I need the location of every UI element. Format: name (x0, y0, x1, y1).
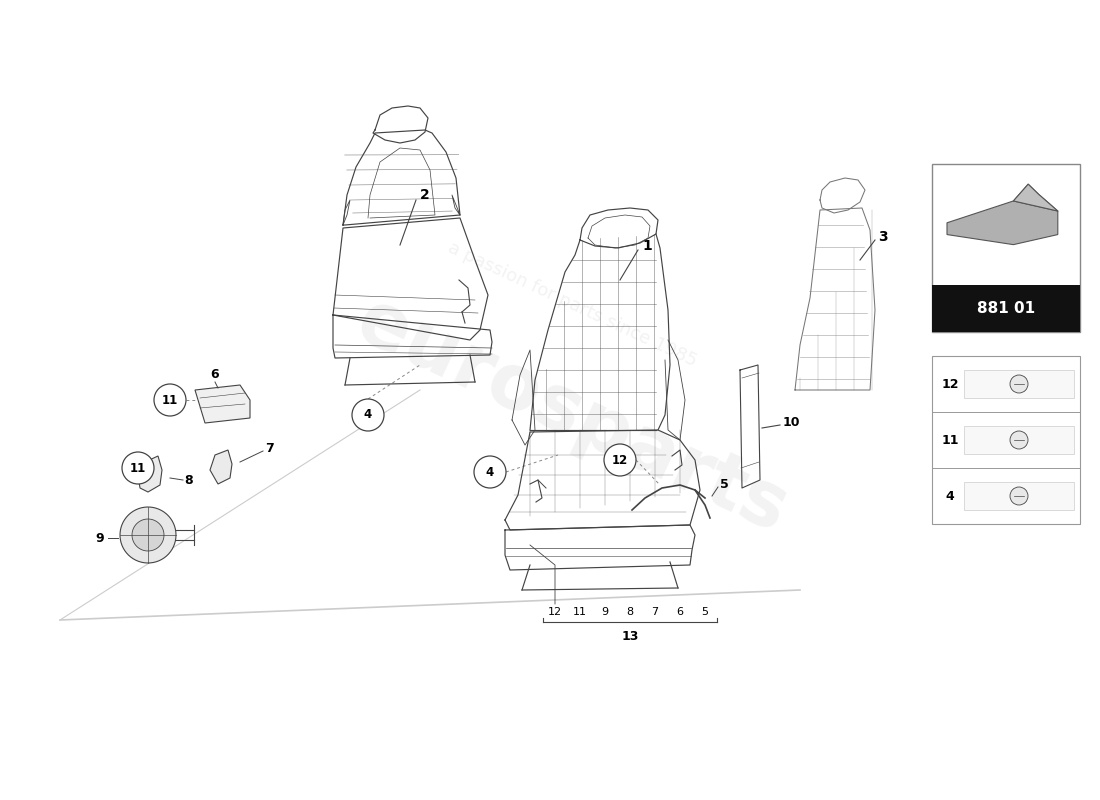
Circle shape (474, 456, 506, 488)
Circle shape (604, 444, 636, 476)
Text: 12: 12 (612, 454, 628, 466)
Text: 6: 6 (211, 369, 219, 382)
Circle shape (1010, 431, 1028, 449)
Text: 13: 13 (621, 630, 639, 642)
Text: 12: 12 (942, 378, 959, 390)
Circle shape (352, 399, 384, 431)
Text: 7: 7 (651, 607, 659, 617)
Text: 4: 4 (486, 466, 494, 478)
Polygon shape (210, 450, 232, 484)
Text: 9: 9 (95, 531, 103, 545)
FancyBboxPatch shape (964, 426, 1074, 454)
Polygon shape (1013, 184, 1058, 211)
Text: 8: 8 (626, 607, 634, 617)
Polygon shape (947, 201, 1058, 245)
Text: eurosparts: eurosparts (344, 284, 800, 548)
Text: 11: 11 (130, 462, 146, 474)
Text: 11: 11 (162, 394, 178, 406)
Text: 2: 2 (420, 188, 430, 202)
Text: 10: 10 (783, 415, 801, 429)
Text: 8: 8 (184, 474, 192, 486)
Text: 5: 5 (720, 478, 728, 491)
FancyBboxPatch shape (964, 482, 1074, 510)
Text: 11: 11 (942, 434, 959, 446)
Text: 12: 12 (548, 607, 562, 617)
Text: 11: 11 (573, 607, 587, 617)
Circle shape (1010, 487, 1028, 505)
FancyBboxPatch shape (964, 370, 1074, 398)
Text: 6: 6 (676, 607, 683, 617)
Text: 4: 4 (364, 409, 372, 422)
FancyBboxPatch shape (932, 356, 1080, 524)
Text: 7: 7 (265, 442, 274, 454)
Circle shape (122, 452, 154, 484)
Circle shape (1010, 375, 1028, 393)
Text: 1: 1 (642, 239, 651, 253)
Text: a passion for parts since 1985: a passion for parts since 1985 (444, 238, 700, 370)
FancyBboxPatch shape (932, 164, 1080, 332)
Polygon shape (195, 385, 250, 423)
Text: 3: 3 (878, 230, 888, 244)
Circle shape (154, 384, 186, 416)
FancyBboxPatch shape (932, 285, 1080, 332)
Text: 881 01: 881 01 (977, 301, 1035, 316)
Text: 5: 5 (702, 607, 708, 617)
Polygon shape (132, 519, 164, 551)
Text: 9: 9 (602, 607, 608, 617)
Polygon shape (120, 507, 176, 563)
Text: 4: 4 (946, 490, 955, 502)
Polygon shape (138, 456, 162, 492)
